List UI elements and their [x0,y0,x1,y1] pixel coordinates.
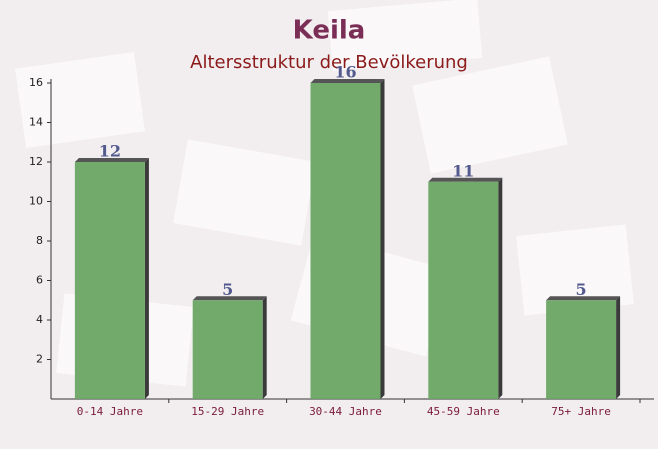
bar [310,83,381,399]
x-tick-label: 0-14 Jahre [77,405,143,418]
chart-subtitle: Altersstruktur der Bevölkerung [190,52,468,73]
chart-title: Keila [293,16,366,46]
value-label: 16 [334,63,356,82]
bar [546,300,617,399]
y-tick-label: 16 [29,76,43,89]
y-tick-label: 2 [36,353,43,366]
value-label: 12 [99,142,121,161]
x-tick-label: 45-59 Jahre [427,405,500,418]
y-tick-label: 14 [29,116,43,129]
bar-side [144,158,149,399]
x-tick-label: 15-29 Jahre [191,405,264,418]
x-tick-label: 75+ Jahre [551,405,611,418]
bar-top [74,158,149,162]
bar-top [546,296,621,301]
bar-top [428,177,503,182]
y-tick-label: 10 [29,195,43,208]
value-label: 5 [576,280,587,299]
bar [428,181,499,399]
y-tick-label: 12 [29,155,43,168]
bar-side [380,79,385,399]
bar [192,300,263,399]
value-label: 5 [222,280,233,299]
x-tick-label: 30-44 Jahre [309,405,382,418]
y-tick-label: 8 [36,234,43,247]
bar-side [262,296,267,399]
value-label: 11 [452,161,474,180]
bar-top [192,296,267,301]
bar-top [310,79,385,83]
bar [74,162,145,399]
bar-side [616,296,621,399]
y-tick-label: 6 [36,274,43,287]
y-tick-label: 4 [36,313,43,326]
bar-side [498,177,503,399]
